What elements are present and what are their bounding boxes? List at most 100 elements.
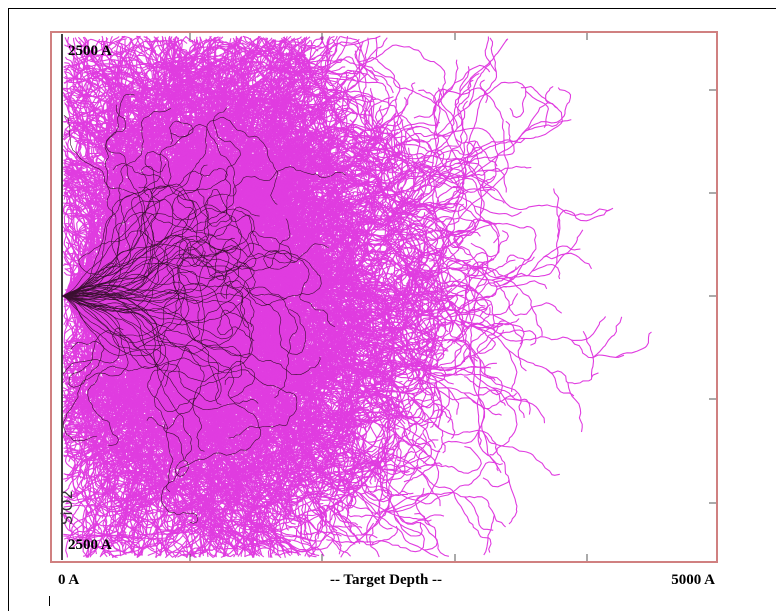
trajectory <box>477 431 502 474</box>
trajectory <box>503 280 548 290</box>
trajectory <box>101 548 118 558</box>
trajectory <box>153 534 173 558</box>
trajectory <box>454 322 479 369</box>
trajectory <box>473 205 522 217</box>
trajectory <box>63 46 165 68</box>
trajectory <box>207 159 287 224</box>
trajectory <box>128 58 141 95</box>
trajectory <box>269 105 286 136</box>
trajectory <box>525 90 549 128</box>
trajectory <box>466 263 486 307</box>
trajectory <box>467 37 498 144</box>
trajectory <box>418 314 440 332</box>
trajectory <box>383 309 390 351</box>
trajectory <box>68 451 138 550</box>
trajectory <box>258 55 285 97</box>
trajectory <box>258 328 354 363</box>
trajectory <box>440 366 492 377</box>
trajectory <box>414 286 507 369</box>
trajectory <box>74 534 106 539</box>
trajectory <box>105 529 122 557</box>
trajectory <box>470 259 516 277</box>
trajectory <box>504 397 546 424</box>
trajectory <box>418 89 437 129</box>
trajectory <box>92 361 100 404</box>
trajectory <box>403 358 482 483</box>
trajectory <box>315 465 334 496</box>
trajectory <box>335 117 357 159</box>
trajectories <box>62 35 652 559</box>
trajectory <box>491 209 611 281</box>
trajectory <box>63 368 152 477</box>
trajectory <box>477 318 520 329</box>
trajectory <box>82 554 92 557</box>
trajectory <box>306 497 316 551</box>
trajectory <box>422 323 446 335</box>
trajectory <box>341 447 377 459</box>
trajectory <box>369 88 374 134</box>
trajectory <box>84 38 89 62</box>
trajectory <box>340 120 368 142</box>
trajectory <box>381 473 408 497</box>
trajectory <box>346 126 390 142</box>
trajectory <box>374 206 448 297</box>
trajectory <box>427 252 552 287</box>
trajectory <box>403 365 436 397</box>
trajectory <box>508 350 518 392</box>
trajectory <box>440 233 458 264</box>
trajectory <box>199 68 236 85</box>
trajectory <box>438 219 475 233</box>
trajectory <box>375 36 378 58</box>
trajectory <box>418 470 441 507</box>
trajectory <box>555 229 584 265</box>
trajectory <box>63 222 81 295</box>
trajectory <box>463 392 502 416</box>
trajectory <box>390 121 440 132</box>
trajectory <box>225 39 277 123</box>
trajectory <box>199 300 213 344</box>
trajectory <box>64 417 84 420</box>
trajectory <box>123 517 137 556</box>
trajectory <box>331 294 444 346</box>
trajectory <box>428 87 488 184</box>
trajectory <box>216 105 313 137</box>
trajectory <box>553 188 561 239</box>
trajectory <box>63 419 85 425</box>
trajectory <box>164 533 191 559</box>
trajectory <box>291 389 301 421</box>
trajectory <box>457 303 491 313</box>
trajectory <box>403 427 439 447</box>
trajectory <box>345 167 467 254</box>
trajectory <box>307 39 365 116</box>
trajectory <box>325 38 338 76</box>
trajectory <box>417 234 447 257</box>
trajectory <box>384 125 421 151</box>
trajectory <box>531 263 561 280</box>
trajectory <box>86 172 110 198</box>
trajectory <box>118 42 144 75</box>
trajectory <box>331 537 352 557</box>
trajectory <box>372 461 410 476</box>
trajectory <box>379 357 406 390</box>
trajectory <box>221 455 338 522</box>
trajectory <box>382 410 440 513</box>
trajectory <box>567 382 583 433</box>
trajectory <box>117 64 156 70</box>
trajectory <box>343 423 362 466</box>
trajectory <box>320 450 356 469</box>
trajectory <box>309 386 405 429</box>
trajectory <box>350 257 376 295</box>
trajectory <box>517 102 549 140</box>
trajectory <box>424 389 443 422</box>
trajectory <box>475 266 515 280</box>
trajectory <box>420 189 440 219</box>
trajectory <box>364 433 396 461</box>
trajectory <box>128 470 169 481</box>
trajectory <box>137 520 156 557</box>
trajectory <box>209 36 235 49</box>
trajectory <box>450 87 572 180</box>
trajectory <box>455 188 496 199</box>
trajectory <box>65 65 70 72</box>
trajectory <box>435 218 500 304</box>
trajectory <box>464 261 497 278</box>
